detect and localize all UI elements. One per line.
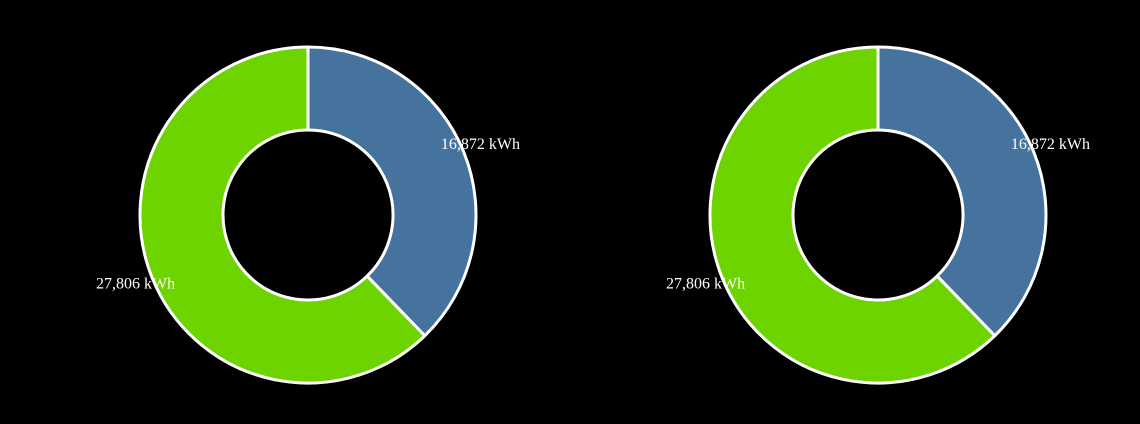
left-slice-2 (138, 45, 427, 385)
donut-chart-left: 16,872 kWh 27,806 kWh (96, 45, 520, 385)
left-slice-label-2: 27,806 kWh (96, 275, 175, 292)
donut-chart-right-svg: 16,872 kWh 27,806 kWh (666, 45, 1090, 385)
donut-chart-left-svg: 16,872 kWh 27,806 kWh (96, 45, 520, 385)
donut-chart-right: 16,872 kWh 27,806 kWh (570, 0, 1140, 424)
right-slice-2 (708, 45, 997, 385)
right-slice-label-1: 16,872 kWh (1011, 136, 1090, 153)
right-slice-1 (876, 45, 1048, 338)
right-slice-label-2: 27,806 kWh (666, 275, 745, 292)
left-slice-label-1: 16,872 kWh (441, 136, 520, 153)
left-slice-1 (306, 45, 478, 338)
